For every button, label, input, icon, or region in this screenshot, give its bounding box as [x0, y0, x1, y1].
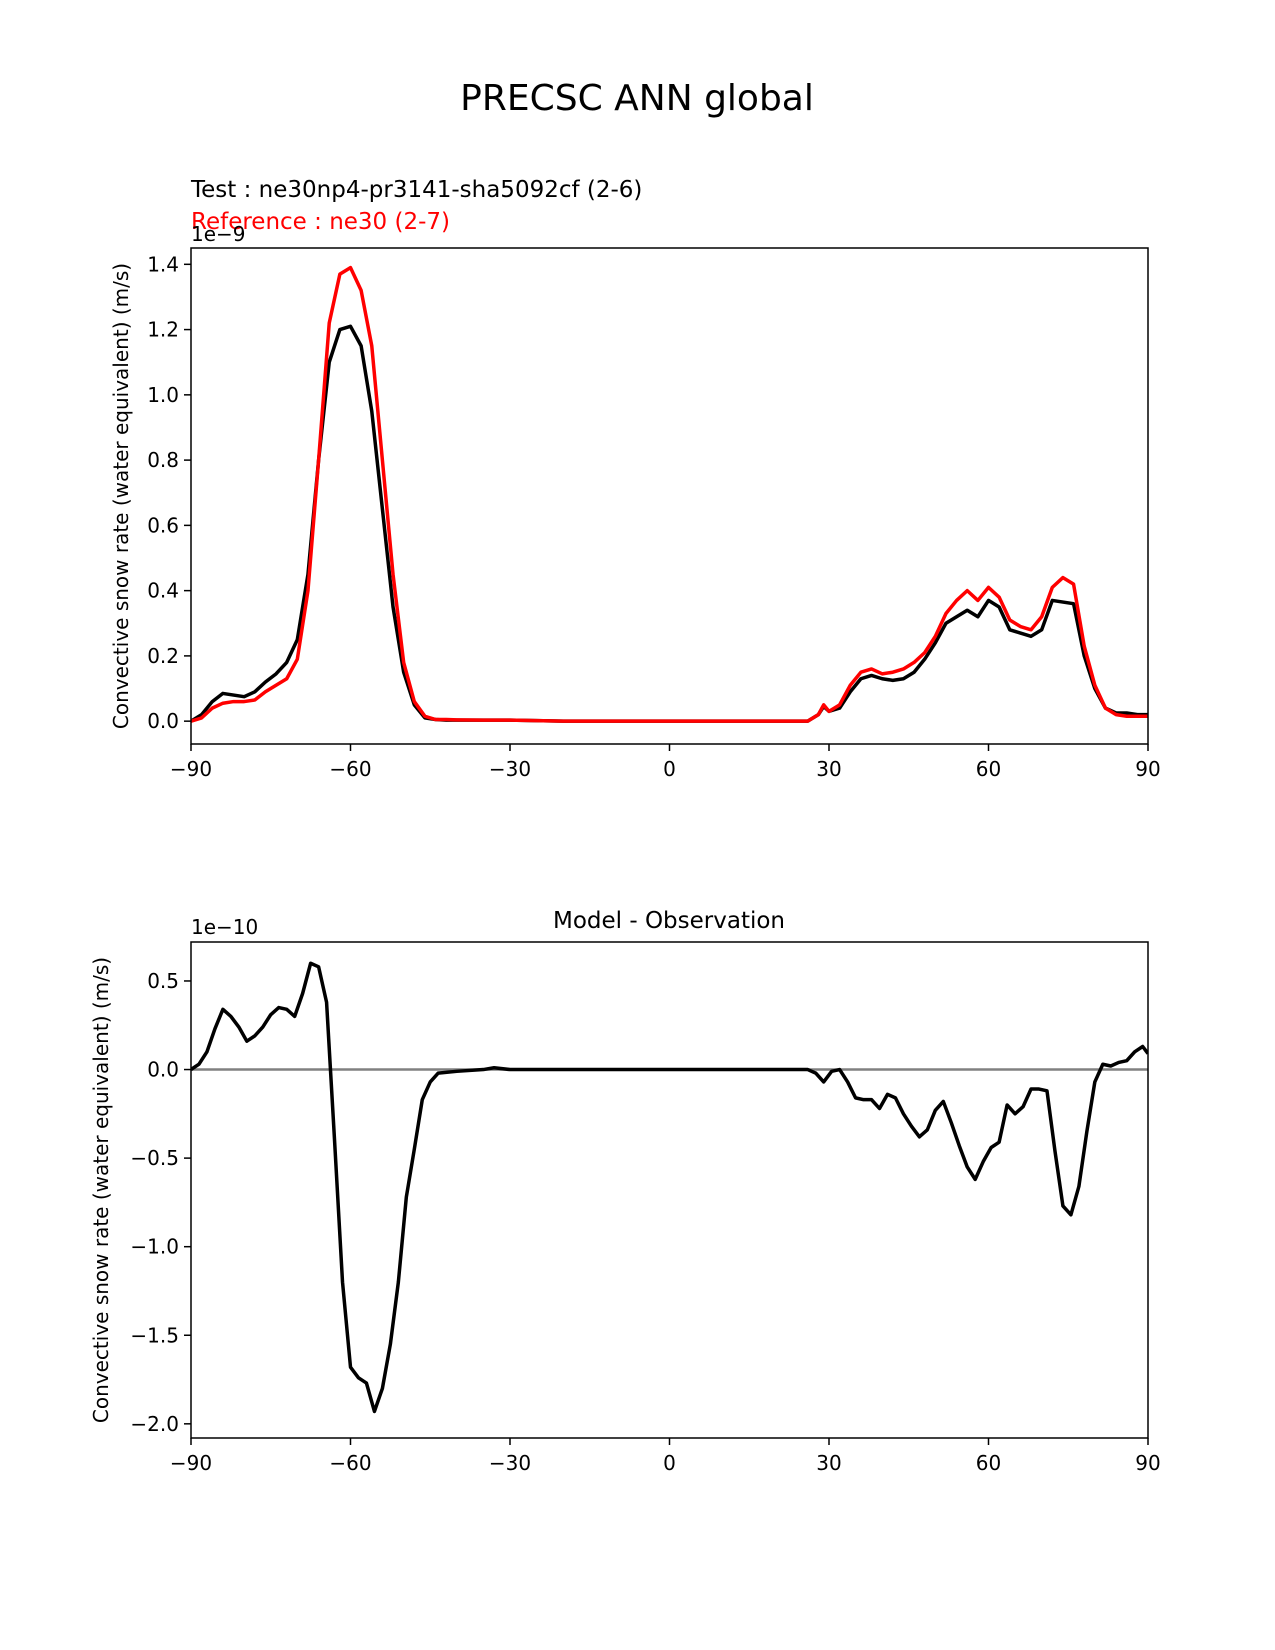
top-x-tick-label: 0	[663, 757, 676, 781]
top-offset-text: 1e−9	[191, 222, 246, 246]
top-x-tick-label: 90	[1135, 757, 1160, 781]
bottom-offset-text: 1e−10	[191, 915, 258, 939]
top-panel: Test : ne30np4-pr3141-sha5092cf (2-6) Re…	[109, 177, 1161, 781]
bottom-y-tick-label: −1.5	[130, 1323, 179, 1347]
top-y-tick-label: 1.2	[147, 318, 179, 342]
bottom-y-tick-label: −0.5	[130, 1146, 179, 1170]
top-y-tick-label: 0.2	[147, 644, 179, 668]
top-x-tick-label: 60	[976, 757, 1001, 781]
bottom-panel: Model - Observation 1e−10 Convective sno…	[89, 908, 1161, 1475]
top-series-line-test	[191, 324, 1148, 723]
bottom-x-tick-label: −30	[489, 1451, 531, 1475]
bottom-y-tick-label: −2.0	[130, 1412, 179, 1436]
bottom-series-line-diff	[191, 961, 1148, 1414]
top-y-tick-label: 1.4	[147, 252, 179, 276]
bottom-series-lines	[191, 961, 1148, 1414]
bottom-x-tick-label: 30	[816, 1451, 841, 1475]
top-axes-frame	[190, 247, 1149, 745]
top-y-axis-label: Convective snow rate (water equivalent) …	[109, 263, 133, 729]
bottom-y-tick-label: 0.0	[147, 1058, 179, 1082]
test-label: Test : ne30np4-pr3141-sha5092cf (2-6)	[190, 177, 642, 203]
top-y-tick-label: 0.4	[147, 579, 179, 603]
top-series-line-reference	[191, 265, 1148, 723]
reference-label: Reference : ne30 (2-7)	[191, 209, 450, 235]
top-x-ticks: −90 −60 −30 0 30 60 90	[170, 744, 1161, 781]
bottom-y-tick-label: −1.0	[130, 1235, 179, 1259]
figure-title: PRECSC ANN global	[460, 78, 814, 119]
top-y-tick-label: 1.0	[147, 383, 179, 407]
bottom-panel-title: Model - Observation	[553, 908, 785, 934]
top-series-lines	[191, 265, 1148, 723]
bottom-y-axis-label: Convective snow rate (water equivalent) …	[89, 957, 113, 1423]
bottom-x-tick-label: 60	[976, 1451, 1001, 1475]
top-y-tick-label: 0.6	[147, 513, 179, 537]
bottom-x-tick-label: −90	[170, 1451, 212, 1475]
bottom-x-tick-label: 0	[663, 1451, 676, 1475]
bottom-y-ticks: 0.5 0.0 −0.5 −1.0 −1.5 −2.0	[130, 969, 191, 1436]
top-x-tick-label: −60	[329, 757, 371, 781]
bottom-axes-frame	[190, 941, 1149, 1439]
bottom-x-ticks: −90 −60 −30 0 30 60 90	[170, 1438, 1161, 1475]
top-y-tick-label: 0.8	[147, 448, 179, 472]
top-x-tick-label: −90	[170, 757, 212, 781]
bottom-x-tick-label: 90	[1135, 1451, 1160, 1475]
top-x-tick-label: 30	[816, 757, 841, 781]
bottom-x-tick-label: −60	[329, 1451, 371, 1475]
top-y-ticks: 0.0 0.2 0.4 0.6 0.8 1.0 1.2 1.4	[147, 252, 191, 733]
bottom-y-tick-label: 0.5	[147, 969, 179, 993]
top-y-tick-label: 0.0	[147, 709, 179, 733]
top-x-tick-label: −30	[489, 757, 531, 781]
